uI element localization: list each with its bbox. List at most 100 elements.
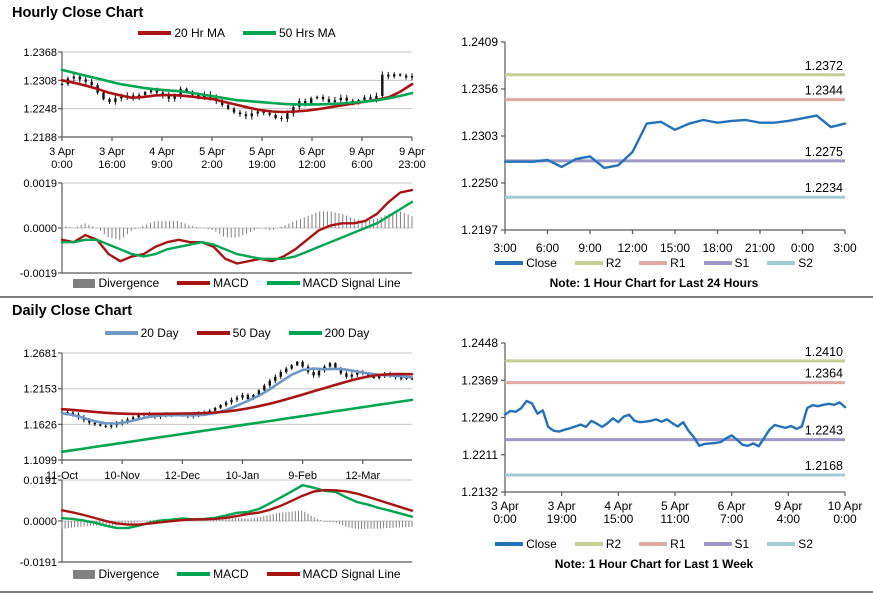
svg-text:1.2168: 1.2168 bbox=[805, 459, 843, 473]
svg-text:1.2356: 1.2356 bbox=[461, 82, 498, 96]
svg-text:1.2303: 1.2303 bbox=[461, 129, 498, 143]
svg-text:12-Dec: 12-Dec bbox=[165, 470, 201, 482]
svg-text:3 Apr: 3 Apr bbox=[491, 499, 519, 513]
macd-signal-line-swatch bbox=[266, 572, 300, 576]
svg-text:1.2275: 1.2275 bbox=[805, 145, 843, 159]
divergence-bar-swatch bbox=[73, 569, 96, 579]
svg-text:1.2248: 1.2248 bbox=[23, 104, 57, 116]
legend-label: R1 bbox=[670, 256, 686, 270]
svg-text:11-Oct: 11-Oct bbox=[46, 470, 78, 482]
svg-text:6:00: 6:00 bbox=[536, 241, 560, 255]
hourly-macd-legend: Divergence MACD MACD Signal Line bbox=[52, 276, 422, 290]
sr-24h-note: Note: 1 Hour Chart for Last 24 Hours bbox=[549, 276, 759, 290]
svg-text:1.2372: 1.2372 bbox=[805, 59, 843, 73]
50hr-ma-line-swatch bbox=[243, 31, 276, 35]
section-divider bbox=[0, 296, 873, 298]
svg-text:1.2153: 1.2153 bbox=[23, 384, 57, 396]
legend-label: Close bbox=[526, 537, 557, 551]
legend-item-s2: S2 bbox=[767, 537, 813, 551]
svg-text:1.2369: 1.2369 bbox=[461, 373, 498, 387]
svg-text:21:00: 21:00 bbox=[745, 241, 775, 255]
svg-text:9:00: 9:00 bbox=[151, 159, 172, 171]
svg-text:10 Apr: 10 Apr bbox=[828, 499, 863, 513]
20day-ma-line-swatch bbox=[104, 331, 138, 335]
legend-label: R2 bbox=[605, 256, 622, 270]
legend-item-50day: 50 Day bbox=[196, 326, 271, 340]
legend-item-20hr-ma: 20 Hr MA bbox=[138, 26, 225, 40]
svg-text:10-Jan: 10-Jan bbox=[226, 470, 260, 482]
daily-section-title: Daily Close Chart bbox=[12, 303, 133, 319]
svg-text:9-Feb: 9-Feb bbox=[288, 470, 317, 482]
bottom-divider bbox=[0, 591, 873, 593]
legend-label: MACD bbox=[213, 567, 249, 581]
svg-text:6 Apr: 6 Apr bbox=[299, 146, 325, 158]
svg-text:15:00: 15:00 bbox=[603, 512, 633, 526]
svg-text:1.2448: 1.2448 bbox=[461, 336, 498, 350]
legend-item-close: Close bbox=[495, 537, 557, 551]
divergence-bar-swatch bbox=[73, 278, 96, 288]
svg-text:3 Apr: 3 Apr bbox=[548, 499, 576, 513]
legend-label: 50 Hrs MA bbox=[279, 26, 336, 40]
svg-text:4:00: 4:00 bbox=[777, 512, 801, 526]
legend-label: R1 bbox=[670, 537, 686, 551]
close-line-swatch bbox=[495, 261, 524, 265]
svg-text:1.2290: 1.2290 bbox=[461, 411, 498, 425]
svg-text:1.2410: 1.2410 bbox=[805, 345, 843, 359]
r2-line-swatch bbox=[574, 542, 603, 546]
legend-item-s1: S1 bbox=[703, 256, 750, 270]
svg-text:1.2250: 1.2250 bbox=[461, 176, 498, 190]
svg-text:6 Apr: 6 Apr bbox=[718, 499, 746, 513]
legend-label: S2 bbox=[798, 256, 813, 270]
s2-line-swatch bbox=[767, 261, 796, 265]
svg-text:16:00: 16:00 bbox=[98, 159, 126, 171]
legend-item-r2: R2 bbox=[574, 537, 622, 551]
hourly-price-legend: 20 Hr MA 50 Hrs MA bbox=[62, 26, 412, 40]
svg-text:3 Apr: 3 Apr bbox=[99, 146, 125, 158]
legend-item-20day: 20 Day bbox=[104, 326, 179, 340]
r1-line-swatch bbox=[639, 542, 668, 546]
svg-text:12-Mar: 12-Mar bbox=[345, 470, 380, 482]
svg-text:1.2188: 1.2188 bbox=[23, 132, 57, 144]
r1-line-swatch bbox=[639, 261, 668, 265]
legend-label: MACD bbox=[213, 276, 249, 290]
legend-label: 200 Day bbox=[324, 326, 370, 340]
legend-item-s2: S2 bbox=[767, 256, 813, 270]
svg-text:9:00: 9:00 bbox=[578, 241, 602, 255]
svg-text:0:00: 0:00 bbox=[791, 241, 815, 255]
legend-label: S1 bbox=[734, 256, 750, 270]
svg-text:5 Apr: 5 Apr bbox=[199, 146, 225, 158]
legend-label: MACD Signal Line bbox=[302, 276, 401, 290]
svg-text:12:00: 12:00 bbox=[617, 241, 647, 255]
s1-line-swatch bbox=[703, 261, 732, 265]
legend-label: R2 bbox=[605, 537, 622, 551]
svg-text:15:00: 15:00 bbox=[660, 241, 690, 255]
close-line-swatch bbox=[495, 542, 524, 546]
svg-text:6:00: 6:00 bbox=[351, 159, 372, 171]
hourly-section-title: Hourly Close Chart bbox=[12, 5, 144, 21]
svg-text:3:00: 3:00 bbox=[493, 241, 517, 255]
s1-line-swatch bbox=[703, 542, 732, 546]
legend-item-macd-signal: MACD Signal Line bbox=[266, 276, 401, 290]
sr-24h-legend: Close R2 R1 S1 S2 bbox=[448, 256, 860, 270]
svg-text:1.2308: 1.2308 bbox=[23, 75, 57, 87]
sr-24h-chart: 1.2409 1.2356 1.2303 1.2250 1.2197 3:00 6:00 9:… bbox=[461, 35, 857, 255]
svg-text:18:00: 18:00 bbox=[702, 241, 732, 255]
svg-text:1.2211: 1.2211 bbox=[462, 448, 498, 462]
s2-line-swatch bbox=[767, 542, 796, 546]
50day-ma-line-swatch bbox=[196, 331, 230, 335]
legend-label: Divergence bbox=[98, 276, 160, 290]
macd-line-swatch bbox=[177, 281, 211, 285]
svg-text:3 Apr: 3 Apr bbox=[49, 146, 75, 158]
svg-text:1.2243: 1.2243 bbox=[805, 424, 843, 438]
svg-text:4 Apr: 4 Apr bbox=[604, 499, 632, 513]
svg-text:19:00: 19:00 bbox=[248, 159, 276, 171]
svg-text:12:00: 12:00 bbox=[298, 159, 326, 171]
sr-week-note: Note: 1 Hour Chart for Last 1 Week bbox=[554, 557, 754, 571]
legend-item-s1: S1 bbox=[703, 537, 749, 551]
svg-text:1.2681: 1.2681 bbox=[23, 348, 57, 360]
svg-text:0.0000: 0.0000 bbox=[23, 516, 57, 528]
20hr-ma-line-swatch bbox=[138, 31, 172, 35]
